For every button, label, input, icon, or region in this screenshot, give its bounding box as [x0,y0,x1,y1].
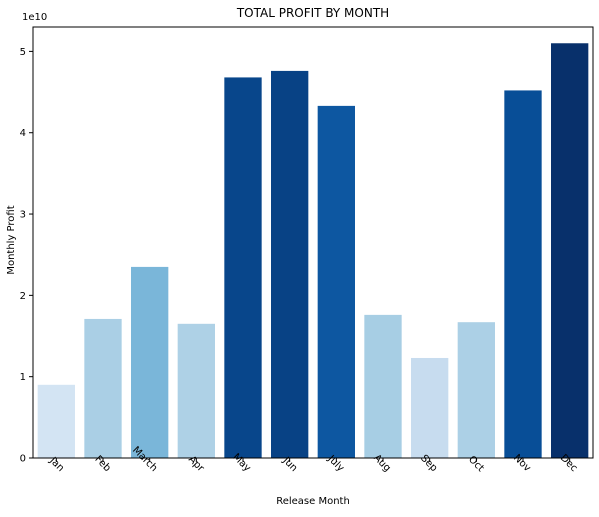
y-axis-label: Monthly Profit [6,205,17,274]
bar-may [224,77,262,459]
y-tick-label: 4 [20,128,26,139]
y-axis-offset-label: 1e10 [22,12,47,23]
bar-feb [84,318,122,458]
y-ticks-group: 0 1 2 3 4 5 [20,47,33,465]
bar-aug [364,314,402,458]
y-tick-label: 0 [20,454,26,465]
y-tick-label: 2 [20,291,26,302]
x-axis-label: Release Month [276,496,350,507]
y-tick-label: 5 [20,47,26,58]
plot-frame [32,26,594,459]
y-tick-label: 3 [20,210,26,221]
bar-jun [271,70,309,458]
bar-march [131,266,169,458]
bar-oct [457,322,495,458]
chart-title: TOTAL PROFIT BY MONTH [236,6,389,20]
bar-july [317,105,355,458]
bars-group [37,43,589,459]
bar-sep [411,357,449,458]
bar-apr [177,323,215,458]
bar-jan [37,384,75,458]
x-ticks-group: Jan Feb March Apr May Jun July Aug Sep Oct Nov Dec [47,445,580,475]
bar-nov [504,90,542,459]
bar-dec [551,43,589,458]
y-tick-label: 1 [20,372,26,383]
